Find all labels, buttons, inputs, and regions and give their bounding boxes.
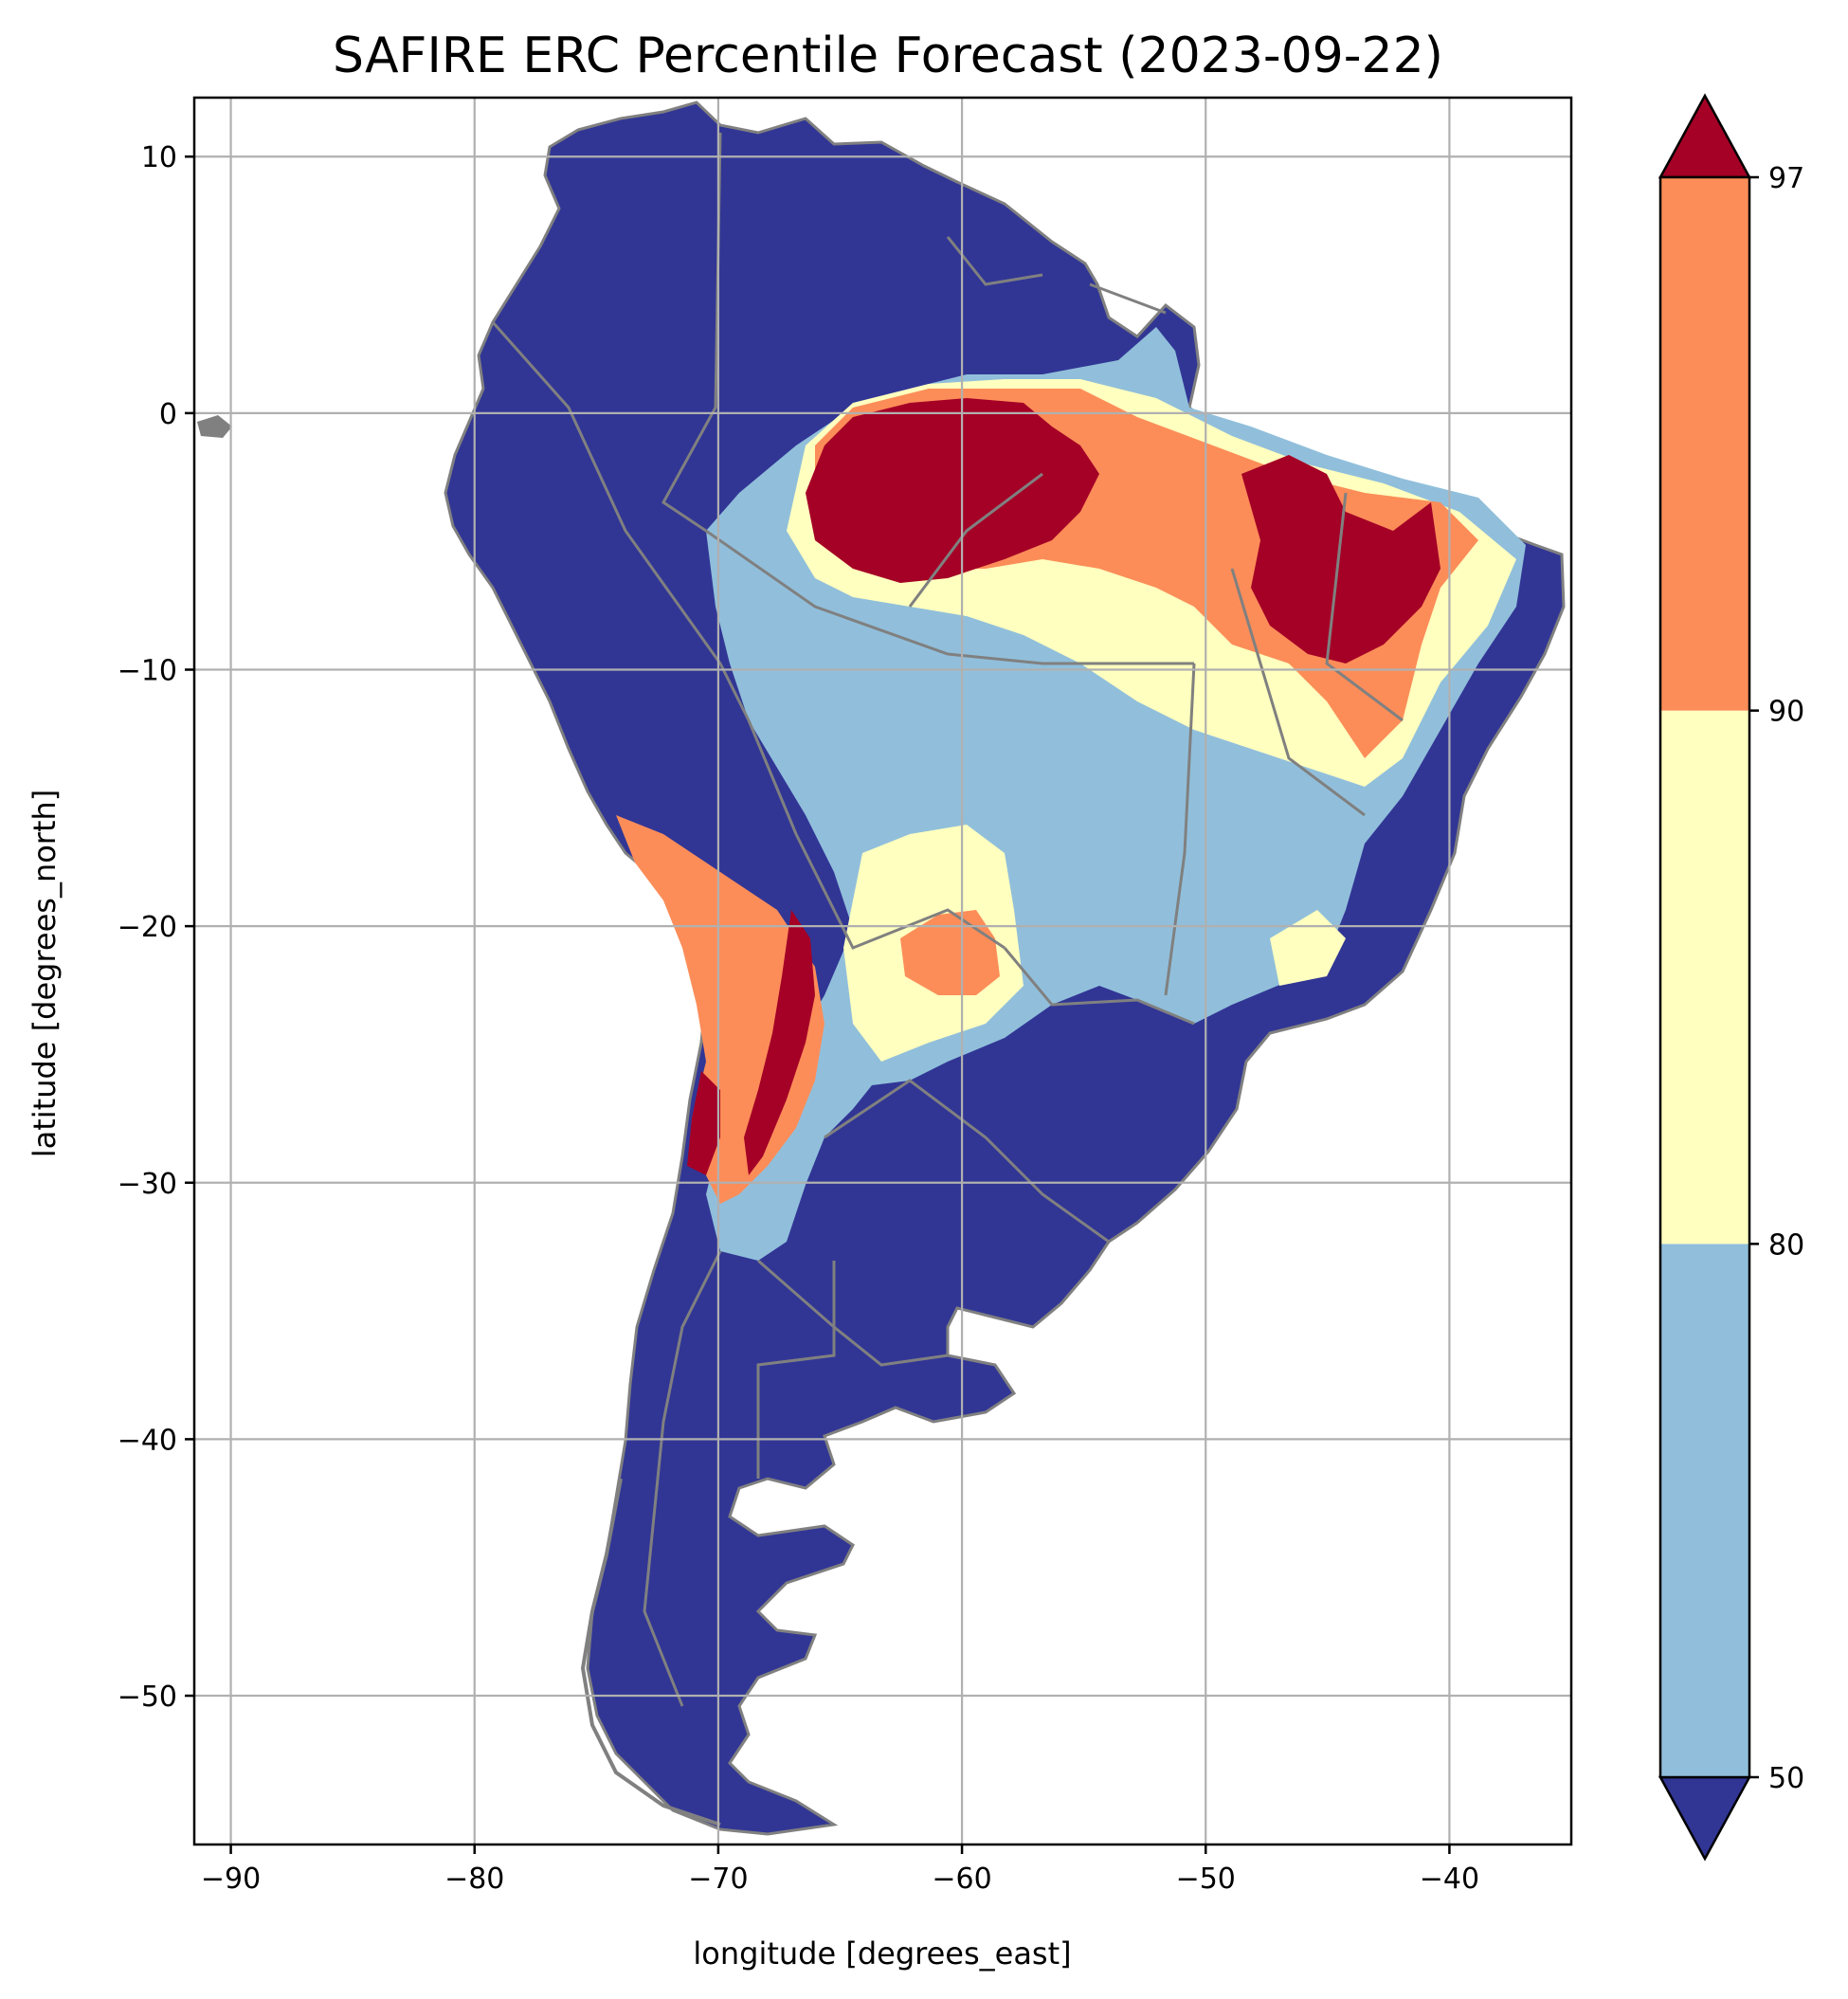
y-tick-label: −40 <box>118 1424 177 1457</box>
x-tick-label: −80 <box>444 1863 504 1896</box>
colorbar-segment <box>1660 177 1749 711</box>
colorbar-tick-label: 50 <box>1768 1762 1804 1795</box>
colorbar-segment <box>1660 1244 1749 1777</box>
x-tick-label: −70 <box>688 1863 748 1896</box>
colorbar-tick-label: 80 <box>1768 1228 1804 1262</box>
map-layer <box>194 98 1571 1845</box>
y-tick-label: −50 <box>118 1681 177 1714</box>
region-97-plus-andes-east <box>744 910 815 1175</box>
y-axis-label: latitude [degrees_north] <box>27 790 63 1158</box>
y-tick-label: −20 <box>118 911 177 944</box>
gridlines <box>194 98 1571 1845</box>
region-80-90-southeast <box>1270 910 1346 986</box>
y-tick-label: 10 <box>141 141 177 174</box>
colorbar-tick-label: 90 <box>1768 696 1804 729</box>
colorbar: 50 80 90 97 <box>1658 93 1804 1862</box>
x-tick-label: −40 <box>1420 1863 1479 1896</box>
y-axis-ticks: 10 0 −10 −20 −30 −40 −50 <box>118 141 194 1714</box>
axes-frame <box>192 96 1573 1846</box>
galapagos-islands <box>197 415 232 438</box>
x-tick-label: −50 <box>1176 1863 1236 1896</box>
y-tick-label: −10 <box>118 655 177 688</box>
x-axis-label: longitude [degrees_east] <box>693 1935 1071 1972</box>
x-tick-label: −90 <box>201 1863 261 1896</box>
colorbar-segment <box>1660 710 1749 1245</box>
region-97-plus-northeast <box>1241 455 1440 663</box>
x-tick-label: −60 <box>932 1863 991 1896</box>
y-tick-label: 0 <box>159 398 177 431</box>
region-97-plus-andes-west <box>687 1071 720 1175</box>
colorbar-extend-max <box>1658 93 1752 179</box>
region-97-plus-amazon <box>806 398 1099 583</box>
colorbar-frame <box>1658 175 1751 1779</box>
country-borders <box>491 132 1404 1707</box>
y-tick-label: −30 <box>118 1168 177 1201</box>
colorbar-extend-min <box>1658 1775 1752 1862</box>
region-90-97-chaco <box>900 910 1000 995</box>
map-title: SAFIRE ERC Percentile Forecast (2023-09-… <box>333 27 1443 84</box>
x-axis-ticks: −90 −80 −70 −60 −50 −40 <box>201 1845 1479 1896</box>
colorbar-tick-label: 97 <box>1768 162 1804 195</box>
